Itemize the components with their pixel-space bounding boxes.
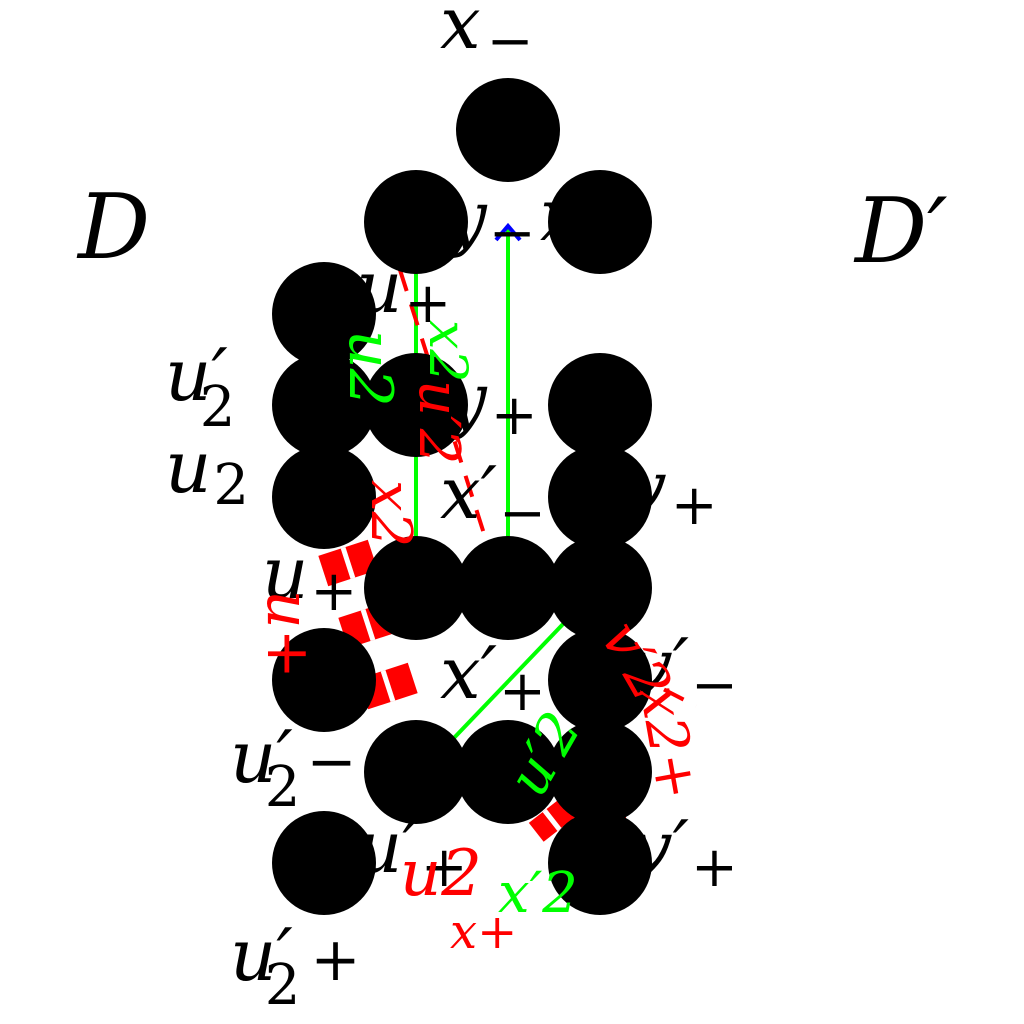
node-x-minus-right (548, 170, 652, 274)
node-u-plus-mid (364, 536, 468, 640)
hatch-5 (528, 798, 576, 842)
node-x-prime-plus (456, 720, 560, 824)
green-label-u2: u2 (335, 330, 405, 407)
node-u2-prime-upper (272, 353, 376, 457)
label-x-prime-minus: x′− (440, 451, 546, 546)
node-labels: x − y− x− u+ u′2 y+ u2 x′− v+ u+ x′+ (165, 0, 738, 1018)
green-label-x2: x2 (417, 320, 477, 382)
label-u2-prime-minus: u′2− (230, 715, 357, 820)
red-label-u2: u2 (400, 837, 482, 911)
node-u2-prime-minus (364, 720, 468, 824)
nodes (272, 78, 652, 915)
blue-arrowhead (494, 222, 522, 242)
label-y-minus: y− (443, 175, 536, 266)
red-label-u-plus: u+ (253, 590, 323, 679)
green-edge-3 (450, 620, 567, 742)
label-y-plus: y+ (443, 357, 538, 448)
label-u2: u2 (165, 425, 249, 518)
label-u2-prime-upper: u′2 (165, 333, 235, 440)
node-v-prime-plus (548, 811, 652, 915)
green-label-x2-prime: x′2 (498, 861, 578, 926)
node-y-plus (364, 353, 468, 457)
red-label-u2-prime: u′2 (406, 380, 471, 464)
node-x-prime-plus-anchor (548, 536, 652, 640)
region-label-d: D (76, 175, 150, 280)
label-v-plus: v+ (626, 445, 718, 538)
node-v-plus (548, 445, 652, 549)
label-x-minus-top: x − (440, 0, 534, 74)
node-y-minus (364, 170, 468, 274)
node-u-prime-plus (272, 811, 376, 915)
label-u2-prime-plus: u′2 + (230, 913, 361, 1018)
node-x-minus-top (456, 78, 560, 182)
label-u-plus-upper: u+ (356, 245, 451, 336)
red-edge-1 (398, 269, 488, 541)
red-label-x2: x2 (358, 480, 423, 547)
red-label-x-plus: x+ (450, 904, 517, 960)
label-u-plus-mid: u+ (262, 531, 357, 624)
region-label-d-prime: D′ (853, 179, 948, 284)
hatch-1 (318, 539, 378, 587)
node-u-plus-upper (272, 262, 376, 366)
label-v-prime-minus: v′− (632, 623, 738, 718)
node-right-mid-upper (548, 353, 652, 457)
label-x-minus-right: x− (540, 173, 630, 264)
label-x-prime-plus: x′+ (440, 631, 546, 724)
node-right-lower (548, 720, 652, 824)
label-u-prime-plus: u′+ (356, 805, 468, 900)
node-left-mid (272, 628, 376, 732)
node-v-prime-minus (548, 628, 652, 732)
label-v-prime-plus: v′+ (632, 805, 738, 900)
node-x-prime-minus (456, 536, 560, 640)
node-u2 (272, 445, 376, 549)
